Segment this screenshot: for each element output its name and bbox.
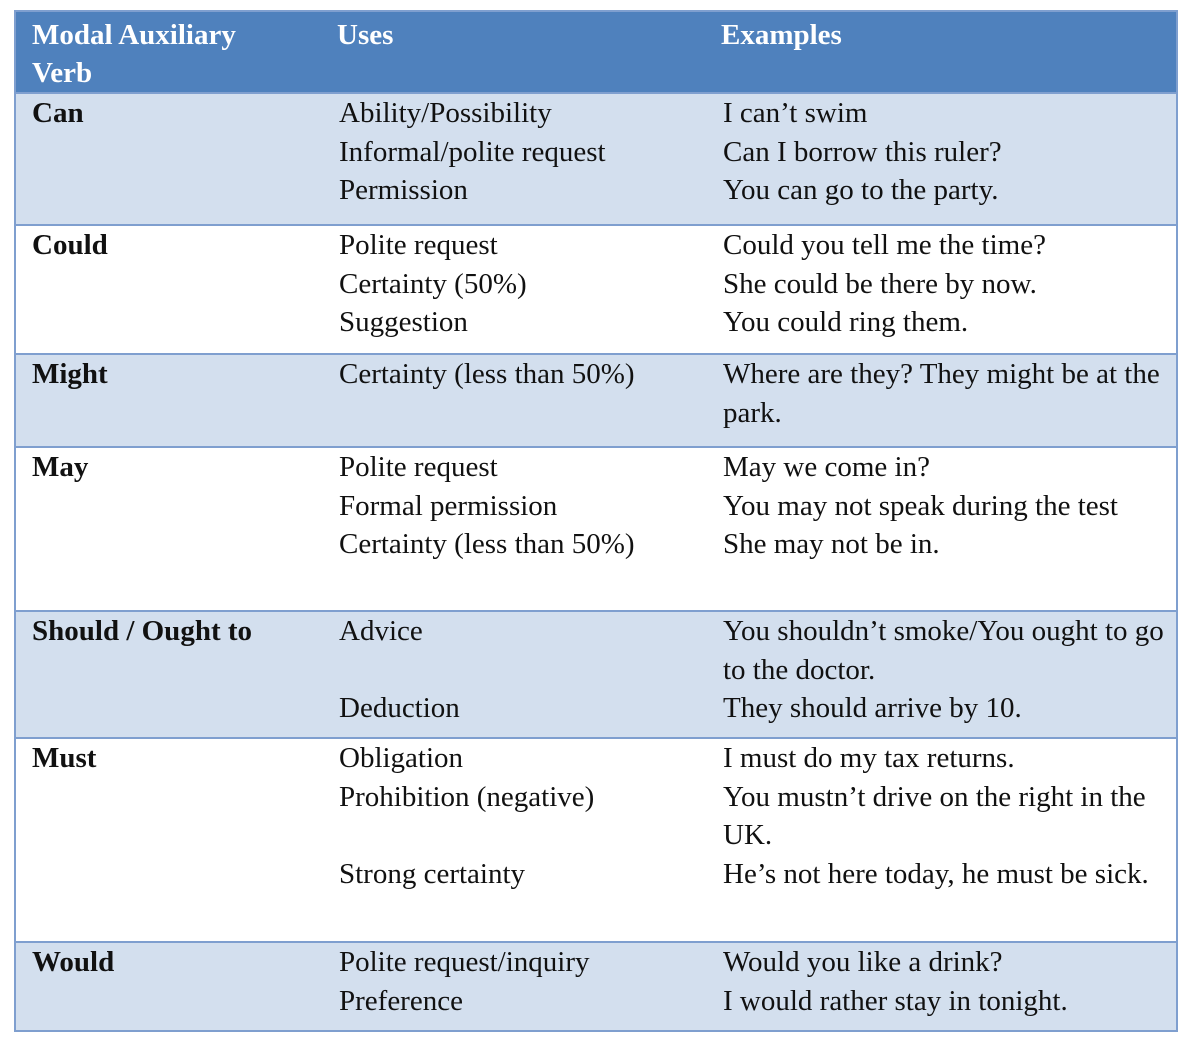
verb-cell: Must	[32, 742, 97, 774]
example-line: Where are they? They might be at the par…	[723, 358, 1160, 429]
use-line: Certainty (less than 50%)	[339, 358, 635, 390]
example-line: He’s not here today, he must be sick.	[723, 857, 1149, 890]
example-line: They should arrive by 10.	[723, 692, 1022, 725]
use-line: Deduction	[339, 692, 460, 725]
uses-cell: Polite request Certainty (50%) Suggestio…	[321, 225, 705, 354]
verb-cell: Should / Ought to	[32, 615, 253, 647]
use-line: Certainty (50%)	[339, 267, 527, 300]
example-line: I would rather stay in tonight.	[723, 984, 1068, 1017]
examples-cell: Where are they? They might be at the par…	[705, 354, 1177, 447]
verb-cell: Might	[32, 358, 108, 390]
header-uses: Uses	[337, 19, 394, 51]
example-line: Would you like a drink?	[723, 946, 1003, 978]
header-modal-verb: Modal Auxiliary Verb	[15, 11, 321, 93]
uses-cell: Certainty (less than 50%)	[321, 354, 705, 447]
header-verb-line-2: Verb	[32, 57, 93, 89]
uses-cell: Obligation Prohibition (negative) Strong…	[321, 738, 705, 942]
table-row: Should / Ought to Advice Deduction You s…	[15, 611, 1177, 738]
table-row: Must Obligation Prohibition (negative) S…	[15, 738, 1177, 942]
examples-cell: Could you tell me the time? She could be…	[705, 225, 1177, 354]
examples-cell: Would you like a drink? I would rather s…	[705, 942, 1177, 1031]
examples-cell: I must do my tax returns. You mustn’t dr…	[705, 738, 1177, 942]
header-examples: Examples	[721, 19, 842, 51]
verb-cell: May	[32, 451, 89, 483]
example-line: I can’t swim	[723, 97, 868, 129]
use-line: Formal permission	[339, 489, 558, 522]
use-line: Polite request	[339, 451, 498, 483]
examples-cell: I can’t swim Can I borrow this ruler? Yo…	[705, 93, 1177, 225]
examples-cell: You shouldn’t smoke/You ought to go to t…	[705, 611, 1177, 738]
use-line: Obligation	[339, 742, 464, 774]
table-row: Could Polite request Certainty (50%) Sug…	[15, 225, 1177, 354]
use-line: Permission	[339, 174, 468, 207]
verb-cell: Could	[32, 229, 108, 261]
table-row: May Polite request Formal permission Cer…	[15, 447, 1177, 611]
uses-cell: Polite request Formal permission Certain…	[321, 447, 705, 611]
use-line: Advice	[339, 615, 423, 647]
uses-cell: Polite request/inquiry Preference	[321, 942, 705, 1031]
use-line: Preference	[339, 984, 463, 1017]
table-row: Might Certainty (less than 50%) Where ar…	[15, 354, 1177, 447]
header-row: Modal Auxiliary Verb Uses Examples	[15, 11, 1177, 93]
use-line: Informal/polite request	[339, 135, 606, 168]
uses-cell: Advice Deduction	[321, 611, 705, 738]
header-verb-line-1: Modal Auxiliary	[32, 19, 236, 51]
example-line: You could ring them.	[723, 306, 969, 339]
example-line: She may not be in.	[723, 528, 940, 561]
table-row: Can Ability/Possibility Informal/polite …	[15, 93, 1177, 225]
example-line: You shouldn’t smoke/You ought to go to t…	[723, 615, 1164, 686]
use-line-spacer	[339, 651, 695, 690]
example-line: Could you tell me the time?	[723, 229, 1046, 261]
use-line: Certainty (less than 50%)	[339, 528, 635, 561]
modal-verbs-table: Modal Auxiliary Verb Uses Examples Can A…	[14, 10, 1178, 1032]
example-line: May we come in?	[723, 451, 930, 483]
example-line: I must do my tax returns.	[723, 742, 1015, 774]
use-line: Polite request	[339, 229, 498, 261]
example-line: You mustn’t drive on the right in the UK…	[723, 780, 1146, 852]
verb-cell: Would	[32, 946, 115, 978]
use-line: Suggestion	[339, 306, 468, 339]
use-line: Polite request/inquiry	[339, 946, 590, 978]
use-line-spacer	[339, 816, 695, 855]
uses-cell: Ability/Possibility Informal/polite requ…	[321, 93, 705, 225]
table-row: Would Polite request/inquiry Preference …	[15, 942, 1177, 1031]
example-line: You may not speak during the test	[723, 489, 1118, 522]
use-line: Prohibition (negative)	[339, 780, 595, 813]
example-line: Can I borrow this ruler?	[723, 135, 1002, 168]
use-line: Ability/Possibility	[339, 97, 552, 129]
examples-cell: May we come in? You may not speak during…	[705, 447, 1177, 611]
use-line: Strong certainty	[339, 857, 526, 890]
example-line: You can go to the party.	[723, 174, 999, 207]
verb-cell: Can	[32, 97, 84, 129]
example-line: She could be there by now.	[723, 267, 1037, 300]
